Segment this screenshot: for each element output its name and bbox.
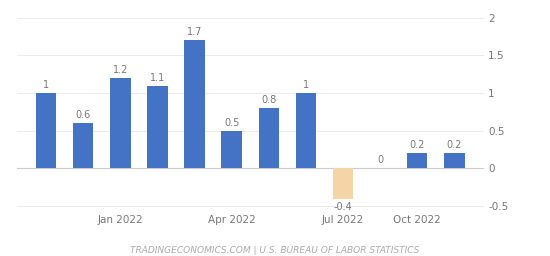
Text: 0: 0 — [377, 155, 383, 165]
Bar — [147, 86, 168, 168]
Bar — [444, 153, 465, 168]
Text: 1.2: 1.2 — [113, 65, 128, 75]
Bar — [36, 93, 57, 168]
Text: 0.2: 0.2 — [410, 140, 425, 150]
Text: 1: 1 — [303, 80, 309, 90]
Text: 0.2: 0.2 — [447, 140, 462, 150]
Bar — [73, 123, 94, 168]
Text: TRADINGECONOMICS.COM | U.S. BUREAU OF LABOR STATISTICS: TRADINGECONOMICS.COM | U.S. BUREAU OF LA… — [130, 246, 420, 255]
Text: 0.6: 0.6 — [76, 110, 91, 120]
Bar — [258, 108, 279, 168]
Bar — [296, 93, 316, 168]
Text: 1.7: 1.7 — [187, 27, 202, 37]
Bar — [110, 78, 130, 168]
Bar — [222, 131, 242, 168]
Bar — [184, 40, 205, 168]
Text: -0.4: -0.4 — [334, 202, 353, 212]
Text: 1.1: 1.1 — [150, 73, 165, 83]
Bar — [333, 168, 353, 199]
Text: 0.5: 0.5 — [224, 118, 239, 128]
Text: 0.8: 0.8 — [261, 95, 277, 105]
Bar — [407, 153, 427, 168]
Text: 1: 1 — [43, 80, 50, 90]
